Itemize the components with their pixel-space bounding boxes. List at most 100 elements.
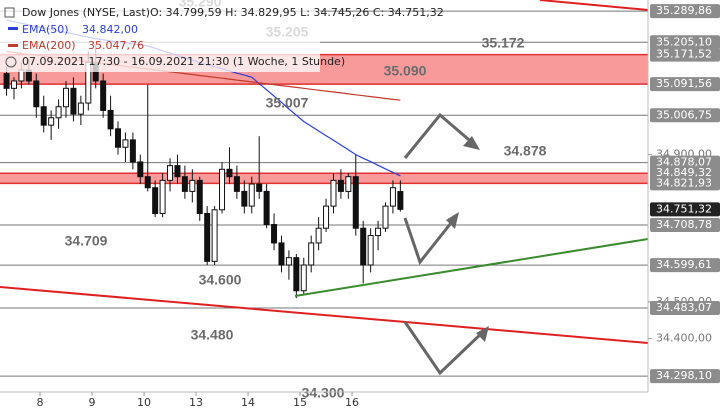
level-label: 34.878,07 xyxy=(656,156,712,169)
candle-body xyxy=(389,187,396,207)
candle-body xyxy=(211,209,218,262)
trend-line xyxy=(294,238,649,297)
candle-body xyxy=(271,224,278,244)
level-label: 35.171,52 xyxy=(656,48,712,61)
level-label: 35.289,86 xyxy=(656,4,712,17)
x-tick-label: 10 xyxy=(137,396,151,409)
candle-body xyxy=(174,165,181,178)
candle-body xyxy=(40,106,47,126)
annotation: 34.709 xyxy=(65,233,108,249)
candle-body xyxy=(144,176,151,189)
level-label: 34.298,10 xyxy=(656,369,712,382)
period: 07.09.2021 17:30 - 16.09.2021 21:30 (1 W… xyxy=(22,55,345,68)
header-bg xyxy=(0,0,320,72)
x-tick-label: 16 xyxy=(345,396,359,409)
candle-body xyxy=(300,264,307,292)
level-label: 34.821,93 xyxy=(656,176,712,189)
candle-body xyxy=(77,102,84,115)
candle-body xyxy=(100,80,107,111)
candle-body xyxy=(397,191,404,210)
level-label: 35.205,10 xyxy=(656,35,712,48)
arrow xyxy=(403,321,487,376)
candle-body xyxy=(129,139,136,163)
level-box xyxy=(650,47,720,62)
candle-body xyxy=(345,176,352,192)
candle-body xyxy=(248,183,255,207)
candle-body xyxy=(115,128,122,148)
trend-line xyxy=(0,286,649,344)
candle-body xyxy=(308,242,315,266)
legend-swatch xyxy=(8,44,18,47)
clock-icon xyxy=(5,56,17,68)
legend-value: 35.047,76 xyxy=(88,39,144,52)
x-tick-label: 13 xyxy=(189,396,203,409)
level-label: 34.849,32 xyxy=(656,166,712,179)
candle-body xyxy=(293,257,300,292)
candles xyxy=(3,44,404,299)
candle-body xyxy=(256,183,263,192)
level-box xyxy=(650,258,720,273)
arrowheads xyxy=(446,136,489,342)
candle-body xyxy=(48,117,55,126)
annotation: 34.878 xyxy=(504,143,547,159)
legend-label: EMA(200) xyxy=(22,39,76,52)
candle-body xyxy=(263,190,270,226)
level-label: 34.483,07 xyxy=(656,301,712,314)
annotation: 35.090 xyxy=(384,63,427,79)
candle-body xyxy=(70,87,77,115)
legend-swatch xyxy=(8,27,18,30)
legend-label: EMA(50) xyxy=(22,23,69,36)
candle-body xyxy=(167,165,174,181)
level-label: 35.091,56 xyxy=(656,77,712,90)
level-label: 34.708,78 xyxy=(656,218,712,231)
level-box xyxy=(650,202,720,217)
level-box xyxy=(650,301,720,316)
candle-body xyxy=(33,80,40,108)
candle-body xyxy=(219,168,226,211)
candle-body xyxy=(233,176,240,192)
candle-body xyxy=(10,80,17,89)
level-box xyxy=(650,369,720,384)
candle-body xyxy=(375,227,382,237)
candle-body xyxy=(278,242,285,266)
level-label: 34.599,61 xyxy=(656,258,712,271)
x-tick-label: 9 xyxy=(89,396,96,409)
candle-body xyxy=(181,176,188,192)
header: Dow Jones (NYSE, Last) O: 34.799,59 H: 3… xyxy=(4,6,444,68)
candle-body xyxy=(137,161,144,178)
annotation: 34.300 xyxy=(302,385,345,401)
zone xyxy=(0,173,648,184)
y-tick-label: 34.400,00 xyxy=(656,332,712,345)
candle-body xyxy=(63,87,70,108)
candle-body xyxy=(241,190,248,207)
arrows xyxy=(403,112,487,376)
arrowhead xyxy=(476,326,489,342)
x-tick-label: 15 xyxy=(293,396,307,409)
toggle-icon xyxy=(4,7,15,18)
candle-body xyxy=(382,205,389,229)
level-box xyxy=(650,4,720,19)
trend-line xyxy=(539,0,649,11)
arrow xyxy=(403,217,457,266)
annotation: 35.007 xyxy=(266,95,309,111)
candle-body xyxy=(352,176,359,229)
ohlc: O: 34.799,59 H: 34.829,95 L: 34.745,26 C… xyxy=(150,6,444,19)
candle-body xyxy=(55,106,62,119)
annotation: 34.600 xyxy=(199,272,242,288)
x-tick-label: 8 xyxy=(37,396,44,409)
candle-body xyxy=(107,109,114,130)
level-box xyxy=(650,77,720,92)
annotation: 35.172 xyxy=(482,35,525,51)
time-axis: 8 9 10 13 14 15 16 xyxy=(37,392,359,409)
candle-body xyxy=(360,227,367,266)
arrowhead xyxy=(446,212,459,229)
level-box xyxy=(650,155,720,170)
x-tick-label: 14 xyxy=(241,396,255,409)
level-box xyxy=(650,217,720,232)
candle-body xyxy=(367,235,374,266)
candle-body xyxy=(3,73,10,89)
instrument: Dow Jones (NYSE, Last) xyxy=(22,6,150,19)
price-axis: 34.900,0034.500,0034.400,0035.289,8635.2… xyxy=(648,4,720,384)
candle-body xyxy=(285,257,292,266)
